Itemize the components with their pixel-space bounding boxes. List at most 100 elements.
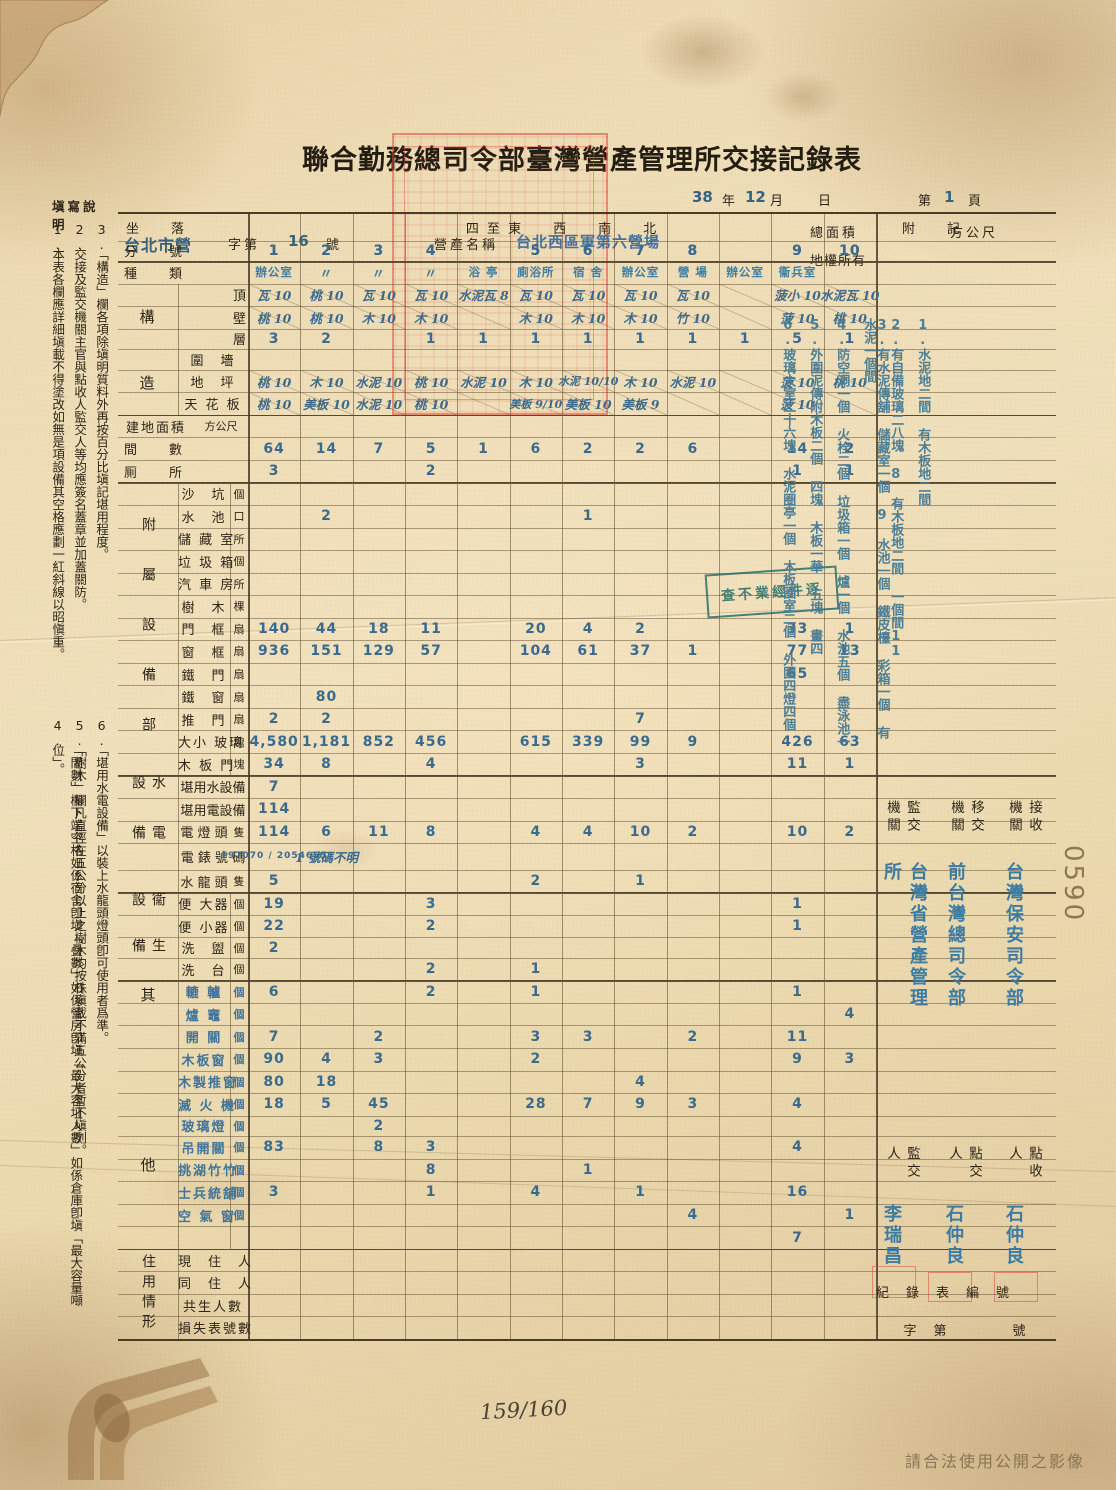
cell-shuilongtou-8: 1 — [635, 873, 646, 889]
note-line-2: 2.有自備玻璃二八塊 8 有木板地二間 一個間11 — [888, 318, 904, 659]
month-value: 12 — [745, 188, 766, 206]
row-label-gongzhu: 共生人數 — [182, 1299, 243, 1315]
cell-other6-8: 9 — [635, 1096, 646, 1113]
sig-name-supervisor: 李瑞昌 — [881, 1204, 902, 1267]
category-7: 宿 舍 — [573, 265, 604, 280]
cell-other3-7: 3 — [582, 1028, 594, 1045]
cell-other1-1: 6 — [268, 983, 280, 1000]
category-11: 衞兵室 — [778, 265, 817, 280]
row-label-jianshu: 間 數 — [124, 443, 185, 459]
table-hline — [118, 1226, 1056, 1228]
table-hline — [118, 707, 1056, 709]
cell-ceng-4: 1 — [425, 330, 437, 347]
instruction-3-text: 「構造」欄各項除塡明質料外再按百分比塡記堪用程度。 — [94, 248, 110, 561]
cell-ding-1: 瓦 10 — [257, 288, 292, 304]
table-vline — [178, 482, 179, 1339]
cell-tianhuaban-8: 美板 9 — [621, 397, 660, 413]
cell-diping-3: 水泥 10 — [355, 374, 403, 390]
cell-other8-4: 3 — [425, 1139, 437, 1156]
table-hline — [118, 843, 1056, 845]
unit-xidie: 個 — [233, 941, 245, 955]
table-hline — [118, 572, 1056, 574]
cell-fenhao-8: 7 — [635, 242, 646, 259]
table-hline-major — [118, 775, 1056, 777]
table-hline — [118, 1203, 1056, 1205]
table-hline — [118, 730, 1056, 732]
cell-xitai-4: 2 — [425, 961, 437, 978]
table-hline — [118, 937, 1056, 939]
table-vline — [666, 214, 668, 1339]
cell-shuilongtou-1: 5 — [268, 873, 280, 889]
cell-biandaqi-4: 3 — [425, 895, 437, 912]
cell-other9-7: 1 — [582, 1161, 594, 1178]
cell-chuangkuang-2: 151 — [310, 643, 343, 660]
cell-jianshu-4: 5 — [425, 440, 437, 457]
col-number-3: 3 — [373, 242, 385, 259]
table-vline — [509, 214, 511, 1339]
category-9: 營 場 — [677, 265, 708, 280]
cell-dengtou-12: 2 — [844, 823, 856, 840]
cell-menkuang-1: 140 — [258, 620, 291, 637]
page-value: 1 — [944, 188, 955, 206]
cell-chuangkuang-11: 77 — [786, 643, 809, 660]
cell-tianhuaban-7: 美板 10 — [564, 397, 612, 413]
cell-other8-3: 8 — [373, 1139, 385, 1156]
table-hline — [118, 662, 1056, 664]
cell-menkuang-7: 4 — [582, 620, 594, 637]
cell-bi-7: 木 10 — [571, 310, 606, 326]
other-item-label-8: 吊開關 — [181, 1141, 227, 1157]
category-6: 廁浴所 — [517, 265, 555, 280]
unit-other-5: 個 — [233, 1075, 245, 1089]
construction-slash — [457, 306, 510, 329]
unit-dengtou: 隻 — [233, 825, 245, 839]
cell-tuimen-1: 2 — [268, 711, 280, 728]
cell-tiemen-11: 65 — [786, 666, 809, 683]
table-hline — [118, 957, 1056, 959]
cell-bianxiaoqi-4: 2 — [425, 918, 437, 935]
row-label-shuichi: 水 池 — [181, 510, 227, 526]
unit-other-11: 個 — [233, 1209, 245, 1223]
cell-bi-9: 竹 10 — [675, 310, 710, 326]
row-label-chucangshi: 儲 藏 室 — [178, 533, 236, 549]
table-hline — [118, 437, 1056, 439]
sig-org-receiving: 台灣保安司令部 — [1003, 862, 1024, 1009]
cell-jianshu-2: 14 — [315, 440, 338, 457]
unit-other-3: 個 — [233, 1030, 245, 1044]
table-hline-major — [118, 892, 1056, 894]
unit-tiechuang: 扇 — [233, 690, 245, 704]
row-label-weiqiang: 圍 墻 — [190, 353, 236, 369]
table-hline — [118, 752, 1056, 754]
other-item-label-5: 木製推窗 — [178, 1076, 239, 1092]
row-label-bi: 壁 — [232, 311, 248, 327]
cell-dianbiao-1: 197070 / 2054655 — [220, 851, 328, 862]
row-label-kanyongshui: 堪用水設備 — [180, 781, 246, 797]
table-hline — [118, 550, 1056, 552]
cell-mubanmen-8: 3 — [635, 756, 646, 773]
sig-role-receiving: 接收機關 — [1006, 800, 1042, 835]
cell-mubanmen-12: 1 — [844, 756, 856, 773]
red-seal-small — [872, 1266, 916, 1298]
sig-role-supervising: 監交機關 — [884, 800, 920, 835]
cell-jianshu-1: 64 — [263, 440, 285, 457]
cell-diping-6: 木 10 — [518, 374, 553, 390]
row-label-zhonglei: 種 類 — [124, 266, 185, 282]
col-number-7: 6 — [582, 242, 594, 259]
cell-other3-3: 2 — [373, 1028, 385, 1045]
cell-other3-11: 11 — [786, 1028, 809, 1045]
cell-dengtou-11: 10 — [786, 823, 809, 840]
row-label-dianbiao: 電 錶 號 碼 — [180, 850, 246, 866]
area-unit: 方公尺 — [950, 226, 999, 241]
cell-tianhuaban-1: 桃 10 — [257, 397, 292, 413]
cell-other4-6: 2 — [530, 1051, 542, 1068]
cell-diping-4: 桃 10 — [414, 374, 449, 390]
cell-diping-5: 水泥 10 — [460, 374, 507, 390]
cell-boli-8: 99 — [629, 733, 652, 750]
cell-boli-7: 339 — [572, 733, 605, 750]
cell-other5-2: 18 — [315, 1073, 338, 1090]
table-hline — [118, 595, 1056, 597]
cell-ding-12: 水泥瓦 10 — [820, 288, 880, 304]
sig-org-transfer: 前台灣總司令部 — [945, 862, 966, 1009]
cell-bi-4: 木 10 — [414, 310, 449, 326]
cell-bi-2: 桃 10 — [309, 310, 344, 326]
